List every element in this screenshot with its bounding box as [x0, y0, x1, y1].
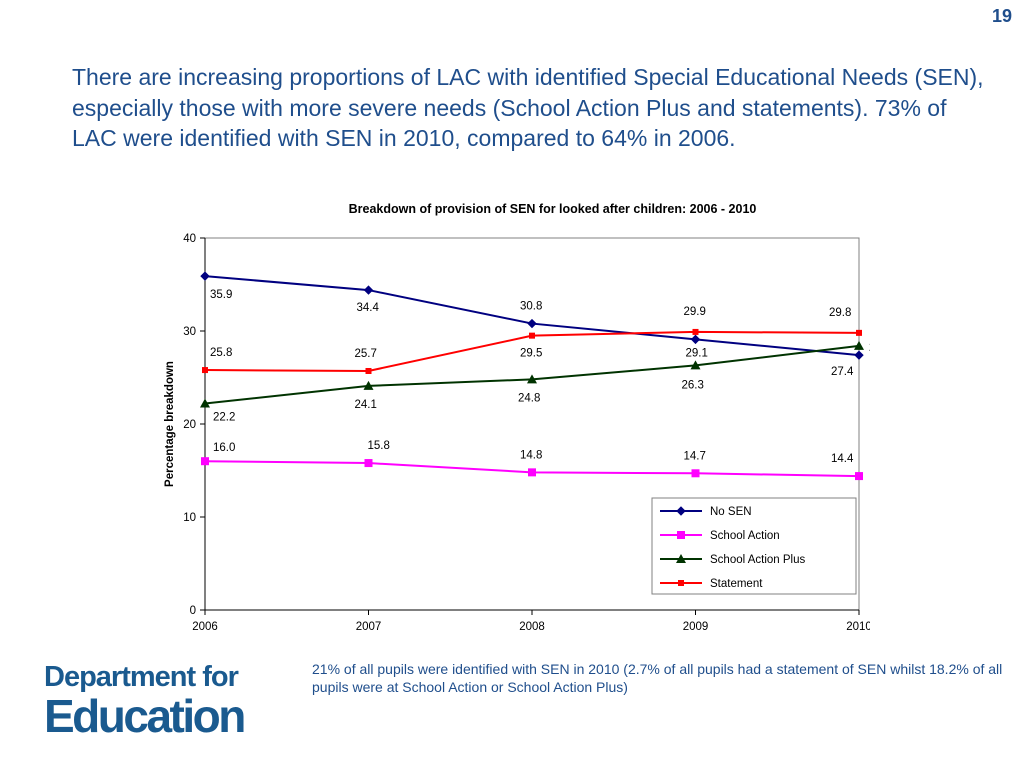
data-label: 25.8: [210, 347, 232, 359]
data-label: 29.9: [684, 306, 706, 318]
y-tick-label: 10: [183, 512, 196, 524]
x-tick-label: 2007: [356, 621, 382, 633]
data-label: 35.9: [210, 289, 232, 301]
intro-text: There are increasing proportions of LAC …: [72, 64, 984, 151]
data-point: [200, 271, 210, 281]
y-tick-label: 30: [183, 326, 196, 338]
y-tick-label: 20: [183, 419, 196, 431]
data-label: 25.7: [355, 348, 377, 360]
data-label: 15.8: [368, 440, 390, 452]
data-point: [364, 459, 373, 468]
series-line: [204, 275, 860, 357]
data-label: 14.4: [831, 453, 854, 465]
data-label: 30.8: [520, 301, 542, 313]
data-point: [202, 367, 208, 374]
legend-label: School Action Plus: [710, 554, 806, 566]
legend-marker: [676, 554, 686, 563]
data-point: [527, 318, 537, 329]
x-tick-label: 2008: [519, 621, 545, 633]
y-tick-label: 0: [190, 605, 196, 617]
data-point: [363, 380, 374, 390]
legend-marker: [677, 531, 685, 539]
data-label: 16.0: [213, 442, 235, 454]
y-axis-label: Percentage breakdown: [164, 361, 176, 487]
data-point: [527, 374, 537, 384]
data-label: 24.8: [518, 392, 540, 404]
data-label: 29.5: [520, 348, 542, 360]
data-point: [855, 472, 863, 481]
x-tick-label: 2006: [192, 621, 218, 633]
page-number: 19: [991, 6, 1012, 26]
data-point: [363, 285, 374, 295]
legend-label: School Action: [710, 530, 780, 542]
legend-label: Statement: [710, 578, 763, 590]
data-label: 14.7: [684, 450, 706, 462]
data-label: 29.1: [686, 347, 708, 359]
data-point: [200, 398, 210, 408]
data-point: [528, 468, 536, 477]
data-label: 14.8: [520, 449, 542, 461]
data-point: [529, 332, 535, 339]
data-point: [854, 340, 864, 350]
x-tick-label: 2009: [683, 621, 709, 633]
data-label: 29.8: [829, 307, 851, 319]
data-point: [690, 360, 701, 370]
logo-line1: Department for: [44, 661, 239, 693]
data-point: [365, 367, 372, 374]
data-label: 22.2: [213, 412, 235, 424]
data-point: [692, 328, 699, 335]
line-chart: 0 10 20 30 40 2006 2007 2008 2009 2010 Percentage …: [164, 233, 870, 633]
data-label: 26.3: [682, 379, 704, 391]
data-label: 34.4: [357, 302, 380, 314]
legend-marker: [676, 506, 686, 516]
legend-marker: [678, 580, 684, 586]
data-label: 27.4: [831, 366, 854, 378]
data-label: 28.4: [869, 342, 870, 354]
data-point: [854, 350, 864, 360]
chart-title: Breakdown of provision of SEN for looked…: [348, 202, 757, 216]
logo-line2: Education: [44, 690, 246, 742]
x-tick-label: 2010: [846, 621, 870, 633]
footnote: 21% of all pupils were identified with S…: [312, 661, 1003, 695]
data-point: [691, 469, 700, 478]
data-point: [201, 457, 209, 466]
legend-box: [651, 497, 857, 595]
data-label: 24.1: [355, 399, 377, 411]
y-tick-label: 40: [183, 233, 196, 245]
legend-label: No SEN: [710, 506, 752, 518]
data-point: [690, 334, 701, 345]
data-point: [856, 329, 862, 336]
department-logo: Department for Education: [44, 661, 246, 742]
